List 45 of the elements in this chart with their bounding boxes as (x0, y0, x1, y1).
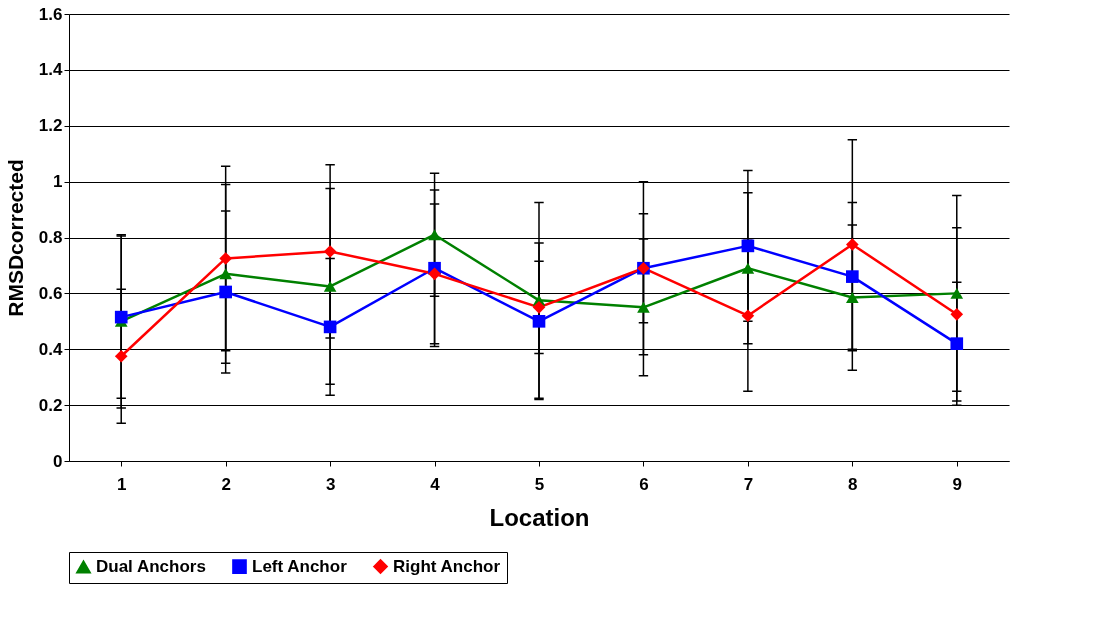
point (532, 314, 546, 328)
y-tick-label: 1.2 (38, 116, 63, 136)
point (741, 262, 755, 274)
y-axis-title: RMSDcorrected (3, 159, 27, 317)
point (846, 292, 859, 304)
legend-label: Right Anchor (393, 556, 501, 576)
point (219, 252, 232, 265)
point (950, 287, 964, 299)
y-tick-label: 0 (53, 451, 63, 471)
x-tick-label: 2 (221, 474, 231, 494)
point (741, 239, 755, 253)
x-tick-label: 1 (116, 474, 127, 494)
point (114, 310, 128, 324)
point (323, 245, 337, 258)
y-tick-label: 1.6 (38, 4, 63, 24)
y-tick-label: 1 (53, 172, 63, 192)
point (950, 337, 964, 350)
point (950, 308, 964, 321)
x-tick-label: 7 (743, 474, 754, 494)
legend-label: Dual Anchors (96, 557, 206, 577)
point (323, 280, 337, 292)
point (846, 270, 859, 283)
x-tick-label: 6 (639, 474, 649, 494)
y-tick-label: 1.4 (38, 60, 64, 80)
x-tick-label: 9 (952, 474, 963, 494)
x-axis-title: Location (489, 503, 590, 531)
x-tick-label: 3 (325, 474, 336, 494)
y-tick-label: 0.4 (38, 339, 64, 359)
point (114, 349, 128, 363)
point (532, 301, 546, 314)
point (219, 268, 232, 280)
point (428, 267, 441, 281)
y-tick-label: 0.6 (38, 283, 63, 303)
point (637, 301, 650, 313)
x-tick-label: 5 (534, 474, 545, 494)
point (219, 285, 232, 299)
point (428, 229, 441, 241)
x-tick-label: 4 (430, 474, 441, 494)
point (846, 238, 859, 251)
y-tick-label: 0.2 (38, 395, 63, 415)
point (741, 309, 755, 323)
legend-label: Left Anchor (252, 556, 348, 576)
point (323, 320, 337, 334)
x-tick-label: 8 (848, 474, 858, 494)
y-tick-label: 0.8 (38, 228, 63, 247)
